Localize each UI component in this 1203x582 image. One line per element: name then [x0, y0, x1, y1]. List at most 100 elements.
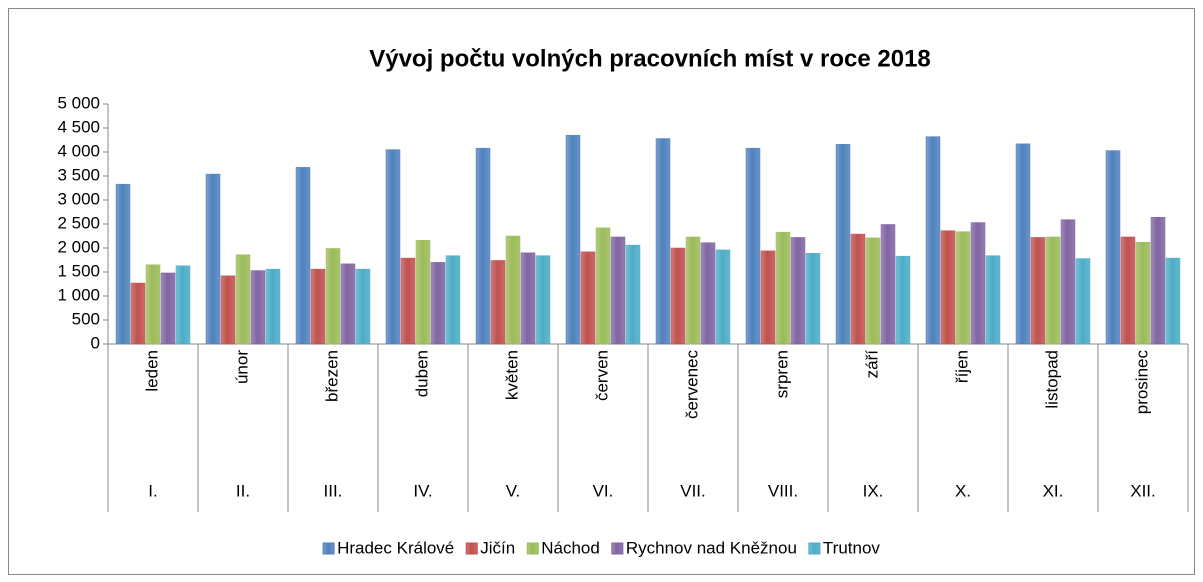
y-tick-label: 1 500: [57, 261, 100, 280]
bar: [580, 251, 596, 345]
chart-title: Vývoj počtu volných pracovních míst v ro…: [369, 45, 931, 72]
bar: [790, 237, 806, 345]
y-tick-label: 5 000: [57, 93, 100, 112]
bar: [805, 253, 821, 345]
bar: [655, 138, 671, 345]
x-tick-label: srpren: [772, 350, 791, 398]
bar: [325, 248, 341, 345]
bar: [1120, 236, 1136, 345]
x-tick-label: červen: [592, 350, 611, 401]
bar: [760, 250, 776, 345]
x-group-label: III.: [324, 481, 343, 500]
x-group-label: X.: [955, 481, 971, 500]
bar: [880, 224, 896, 345]
bar: [595, 227, 611, 345]
bar: [385, 149, 401, 345]
legend: Hradec Králové Jičín Náchod Rychnov nad Kně…: [322, 538, 881, 557]
bar: [1075, 258, 1091, 345]
bar: [715, 249, 731, 345]
x-group-label: XI.: [1043, 481, 1064, 500]
bar: [970, 222, 986, 345]
bar: [505, 235, 521, 345]
y-tick-label: 3 500: [57, 165, 100, 184]
bar: [490, 260, 506, 345]
bar: [415, 240, 431, 345]
legend-swatch: [808, 542, 821, 555]
bar: [700, 242, 716, 345]
legend-swatch: [465, 542, 478, 555]
y-tick-label: 4 000: [57, 141, 100, 160]
bar: [565, 134, 581, 345]
x-group-label: VI.: [593, 481, 614, 500]
bar: [130, 282, 146, 345]
bar: [1135, 241, 1151, 345]
bar: [235, 254, 251, 345]
bar: [1030, 237, 1046, 345]
x-tick-label: listopad: [1042, 350, 1061, 409]
bar: [775, 231, 791, 345]
x-group-label: V.: [506, 481, 521, 500]
x-group-label: IX.: [863, 481, 884, 500]
y-tick-label: 1 000: [57, 285, 100, 304]
legend-label: Hradec Králové: [337, 538, 454, 557]
bar: [265, 268, 281, 345]
bar: [625, 244, 641, 345]
bar: [1015, 143, 1031, 345]
bar: [310, 268, 326, 345]
x-group-label: I.: [148, 481, 157, 500]
bar: [850, 233, 866, 345]
bar: [400, 257, 416, 345]
bar: [145, 264, 161, 345]
bar: [175, 265, 191, 345]
x-tick-label: červenec: [682, 350, 701, 419]
bar: [160, 272, 176, 345]
x-tick-label: leden: [142, 350, 161, 392]
bar: [925, 136, 941, 345]
legend-label: Rychnov nad Kněžnou: [626, 538, 797, 557]
bar: [250, 270, 266, 345]
bar: [835, 144, 851, 345]
bar: [340, 263, 356, 345]
bar: [1165, 257, 1181, 345]
bar: [475, 147, 491, 345]
bar: [220, 275, 236, 345]
bar: [295, 167, 311, 345]
legend-swatch: [322, 542, 335, 555]
x-group-label: VII.: [680, 481, 706, 500]
x-tick-label: říjen: [952, 350, 971, 383]
bar: [895, 255, 911, 345]
bar: [430, 262, 446, 345]
bar: [205, 173, 221, 345]
bar: [115, 183, 131, 345]
x-group-label: II.: [236, 481, 250, 500]
x-group-label: VIII.: [768, 481, 798, 500]
x-tick-label: květen: [502, 350, 521, 400]
y-tick-label: 2 500: [57, 213, 100, 232]
x-tick-label: září: [862, 350, 881, 379]
legend-label: Jičín: [480, 538, 515, 557]
x-group-label: XII.: [1130, 481, 1156, 500]
legend-label: Trutnov: [823, 538, 881, 557]
bar: [865, 237, 881, 345]
bar: [1150, 217, 1166, 345]
x-tick-label: únor: [232, 350, 251, 384]
bar: [355, 268, 371, 345]
bar: [985, 255, 1001, 345]
bar: [940, 230, 956, 345]
bar: [1105, 150, 1121, 345]
bar: [685, 236, 701, 345]
legend-swatch: [526, 542, 539, 555]
y-tick-label: 500: [72, 309, 100, 328]
bar: [670, 247, 686, 345]
bar: [535, 255, 551, 345]
y-tick-label: 2 000: [57, 237, 100, 256]
legend-label: Náchod: [541, 538, 600, 557]
y-tick-label: 4 500: [57, 117, 100, 136]
x-tick-label: prosinec: [1132, 350, 1151, 415]
bar: [955, 231, 971, 345]
x-group-label: IV.: [413, 481, 432, 500]
bar: [1045, 236, 1061, 345]
bar: [610, 236, 626, 345]
x-tick-label: duben: [412, 350, 431, 397]
